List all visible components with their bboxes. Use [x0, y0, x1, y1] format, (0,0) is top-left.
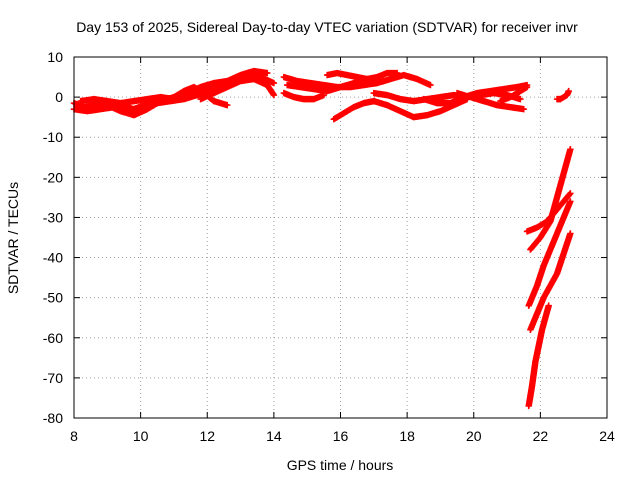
x-tick-label: 8 [70, 428, 78, 444]
y-axis-label: SDTVAR / TECUs [5, 182, 21, 294]
series-track-18 [527, 146, 574, 253]
y-tick-label: -30 [43, 209, 63, 225]
y-tick-label: -70 [43, 370, 63, 386]
data-points [70, 67, 574, 410]
series-track-4 [104, 83, 231, 119]
y-tick-label: -50 [43, 290, 63, 306]
data-point [567, 190, 574, 197]
data-point [427, 81, 434, 89]
x-tick-label: 14 [266, 428, 282, 444]
series-track-15 [497, 83, 531, 105]
data-point [270, 91, 278, 99]
series-track-16 [553, 87, 572, 103]
y-tick-label: -40 [43, 250, 63, 266]
series-track-19 [525, 198, 574, 309]
chart-title: Day 153 of 2025, Sidereal Day-to-day VTE… [76, 19, 578, 35]
y-tick-label: 0 [55, 89, 63, 105]
series-track-3 [77, 67, 271, 107]
y-tick-label: -60 [43, 330, 63, 346]
x-tick-label: 10 [133, 428, 149, 444]
series-track-20 [527, 230, 574, 333]
series-track-12 [370, 95, 471, 121]
data-point [565, 87, 572, 95]
x-tick-label: 12 [199, 428, 215, 444]
data-point [270, 79, 278, 87]
data-point [517, 95, 524, 103]
series-track-9 [330, 97, 378, 123]
series-track-14 [453, 89, 527, 113]
data-point [393, 69, 401, 77]
series-track-21 [525, 302, 552, 410]
axis-ticks: 8 10 12 14 16 18 20 22 24 10 0 -10 -20 -30 -40 -50 -60 -7… [43, 49, 615, 444]
data-point [567, 146, 574, 153]
data-point [224, 101, 231, 109]
data-point [545, 302, 552, 309]
data-point [520, 105, 527, 113]
x-axis-label: GPS time / hours [287, 457, 394, 473]
x-tick-label: 22 [533, 428, 549, 444]
series-track-8 [280, 89, 328, 103]
x-tick-label: 18 [399, 428, 415, 444]
data-point [264, 69, 271, 77]
series-track-10 [323, 69, 401, 83]
data-point [320, 91, 328, 99]
y-tick-label: 10 [47, 49, 63, 65]
series-track-5 [197, 75, 278, 103]
y-tick-label: -20 [43, 169, 63, 185]
x-tick-label: 20 [466, 428, 482, 444]
y-tick-label: -10 [43, 129, 63, 145]
data-point [567, 230, 574, 237]
data-point [567, 198, 574, 205]
data-point [523, 83, 531, 91]
x-tick-label: 16 [333, 428, 349, 444]
grid-lines [74, 57, 607, 418]
y-tick-label: -80 [43, 410, 63, 426]
x-tick-label: 24 [599, 428, 615, 444]
